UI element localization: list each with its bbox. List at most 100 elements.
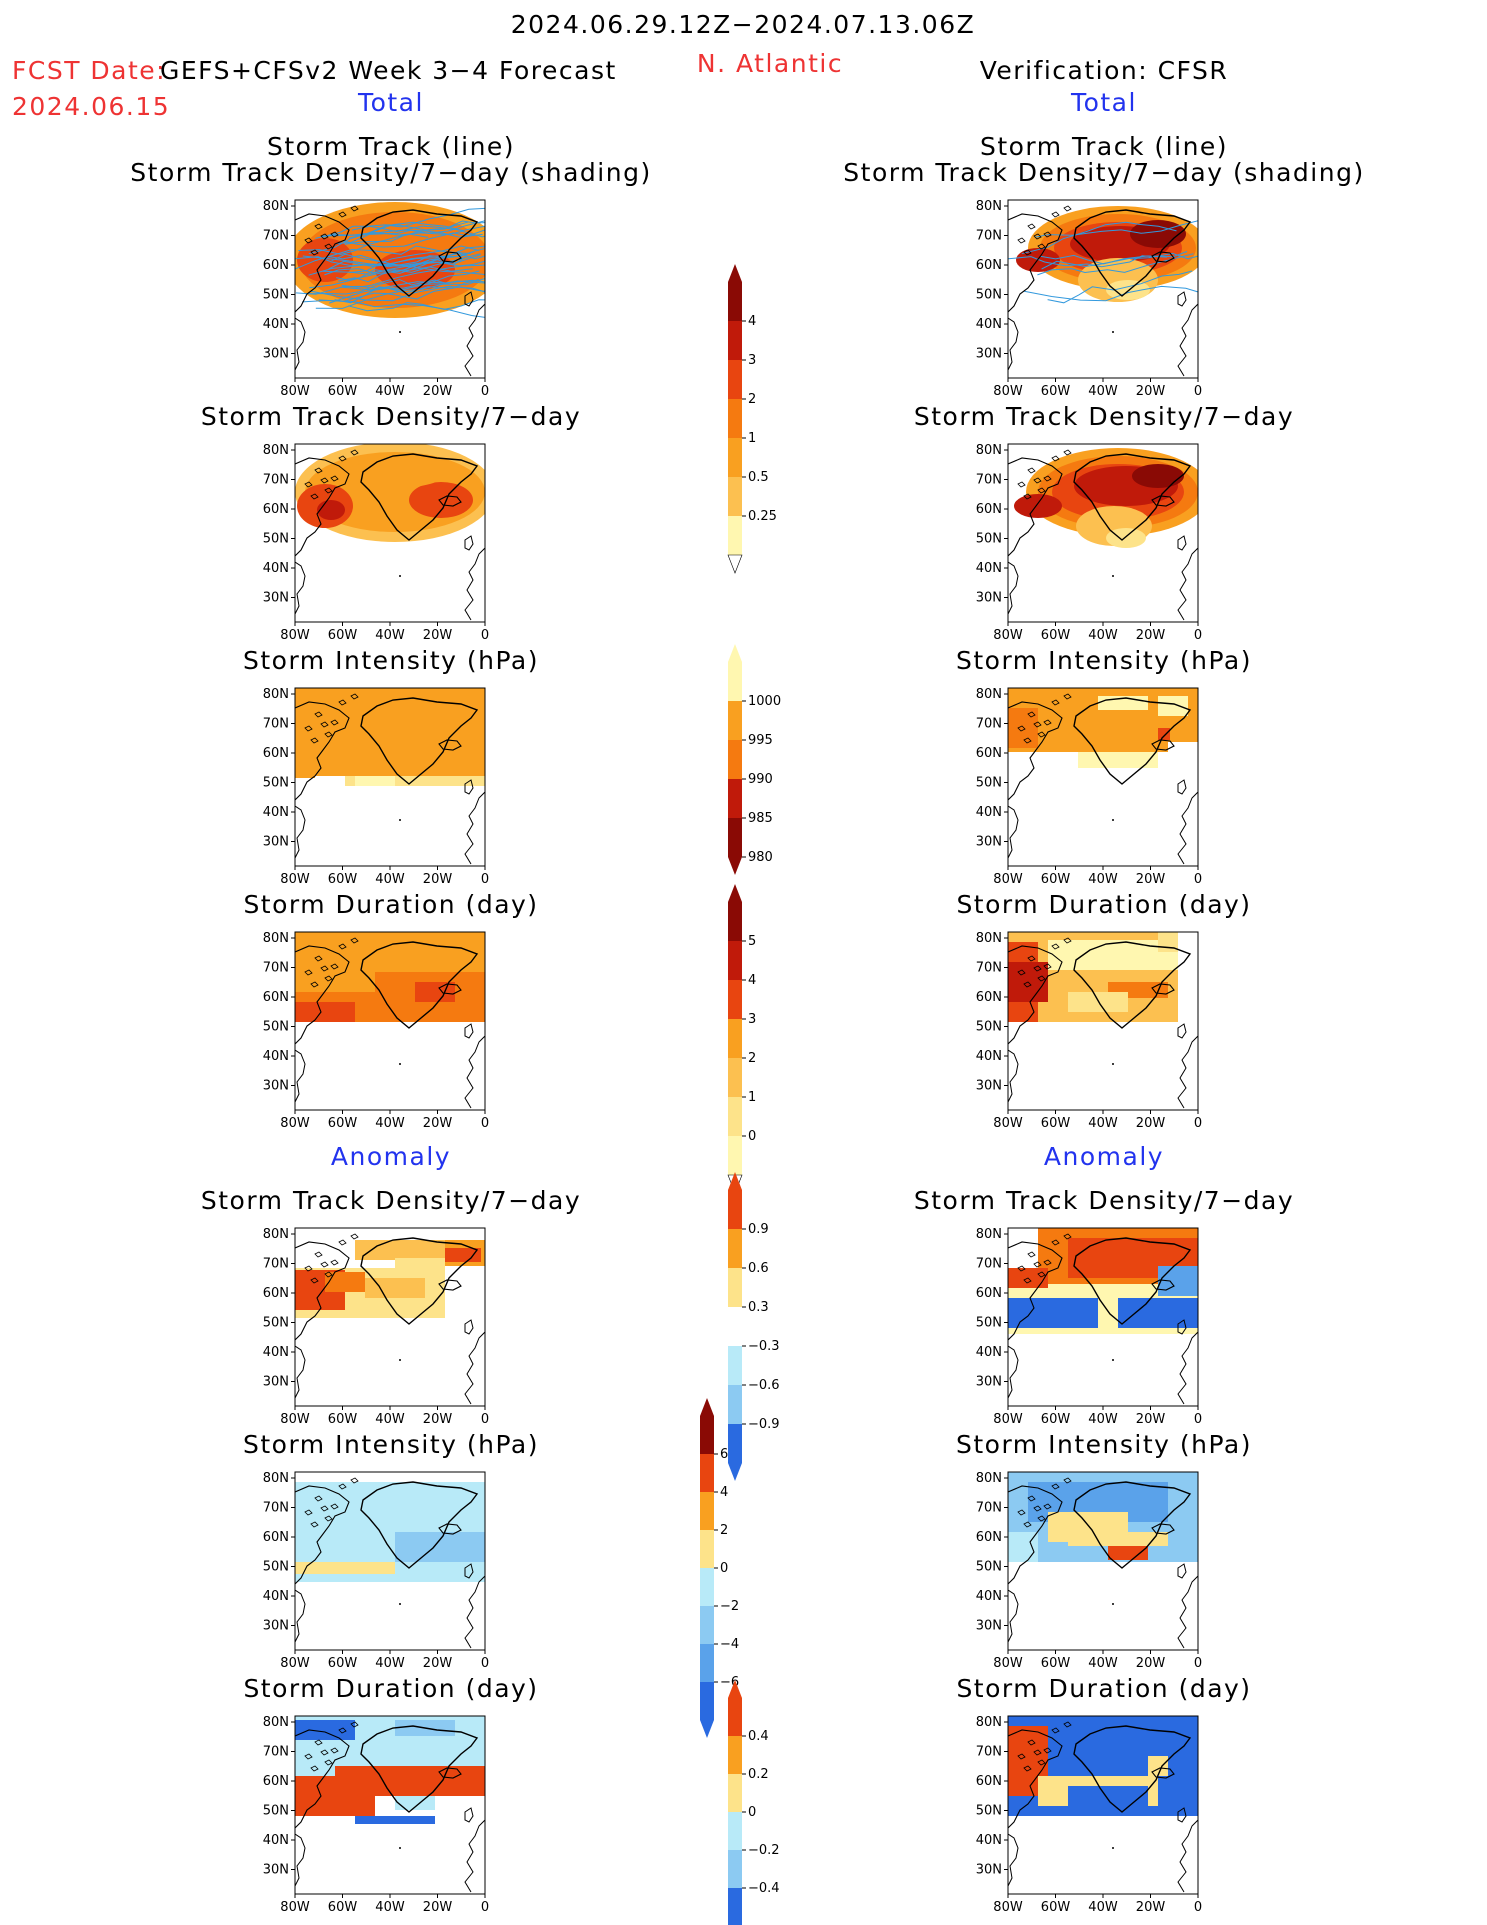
island-outline bbox=[310, 981, 319, 988]
island-outline bbox=[1043, 1747, 1052, 1754]
lat-tick-label: 40N bbox=[263, 1589, 289, 1604]
panel-title: Storm Track Density/7−day (shading) bbox=[130, 158, 652, 187]
island-outline bbox=[314, 467, 323, 474]
lat-tick-label: 30N bbox=[976, 835, 1002, 850]
island-outline bbox=[1027, 467, 1036, 474]
colorbar-tick-label: −0.9 bbox=[748, 1417, 780, 1432]
map-cfsr-density-total: 80N 70N 60N 50N 40N 30N 80W 60W 40W 20W 0 bbox=[976, 443, 1202, 643]
field-shading bbox=[1158, 1266, 1198, 1296]
uk-coastline bbox=[464, 779, 474, 795]
island-outline bbox=[1037, 243, 1046, 250]
field-layer bbox=[1008, 1228, 1198, 1405]
field-shading bbox=[1014, 494, 1062, 518]
lat-tick-label: 60N bbox=[976, 990, 1002, 1005]
lon-tick-label: 20W bbox=[423, 1900, 453, 1915]
field-shading bbox=[335, 932, 415, 952]
island-outline bbox=[1043, 1503, 1052, 1510]
greenland-coastline bbox=[360, 209, 479, 297]
panel-title: Storm Track (line) bbox=[979, 132, 1229, 161]
lat-tick-label: 60N bbox=[976, 502, 1002, 517]
field-layer bbox=[295, 202, 485, 377]
lon-tick-label: 0 bbox=[481, 1412, 489, 1427]
island-outline bbox=[1051, 943, 1060, 950]
lat-tick-label: 80N bbox=[976, 1715, 1002, 1730]
lon-tick-label: 40W bbox=[375, 872, 405, 887]
colorbar-tick-label: 990 bbox=[748, 772, 773, 787]
lat-tick-label: 40N bbox=[976, 1345, 1002, 1360]
lon-tick-label: 60W bbox=[328, 1900, 358, 1915]
uk-coastline bbox=[1177, 1807, 1187, 1823]
island-outline bbox=[1063, 693, 1072, 700]
europe-coastline bbox=[1177, 303, 1198, 377]
lat-tick-label: 60N bbox=[976, 746, 1002, 761]
island-outline bbox=[1051, 1727, 1060, 1734]
field-shading bbox=[365, 1278, 425, 1298]
colorbar-segment bbox=[728, 1229, 742, 1268]
island-outline bbox=[1037, 731, 1046, 738]
greenland-coastline bbox=[1073, 1481, 1192, 1569]
lat-tick-label: 60N bbox=[263, 258, 289, 273]
island-outline bbox=[304, 969, 313, 976]
lat-tick-label: 40N bbox=[976, 561, 1002, 576]
storm-track-line bbox=[315, 277, 485, 309]
section-total-left: Total bbox=[358, 88, 424, 117]
lat-tick-label: 30N bbox=[976, 347, 1002, 362]
colorbar-tick-label: 3 bbox=[748, 353, 756, 368]
colorbar-segment bbox=[728, 1307, 742, 1346]
island-outline bbox=[310, 249, 319, 256]
island-outline bbox=[314, 711, 323, 718]
lat-tick-label: 60N bbox=[263, 1774, 289, 1789]
lon-tick-label: 0 bbox=[481, 1656, 489, 1671]
island-outline bbox=[310, 1277, 319, 1284]
panel-title: Storm Duration (day) bbox=[956, 1674, 1252, 1703]
lat-tick-label: 70N bbox=[976, 473, 1002, 488]
island-outline bbox=[338, 1483, 347, 1490]
storm-track-line bbox=[349, 263, 485, 275]
azores-marker bbox=[1112, 1359, 1114, 1361]
panel-title: Storm Duration (day) bbox=[956, 890, 1252, 919]
colorbar-segment bbox=[728, 1774, 742, 1812]
map-cfsr-density-anomaly: 80N 70N 60N 50N 40N 30N 80W 60W 40W 20W 0 bbox=[976, 1227, 1202, 1427]
island-outline bbox=[350, 1477, 359, 1484]
greenland-coastline bbox=[360, 1481, 479, 1569]
island-outline bbox=[304, 1753, 313, 1760]
lon-tick-label: 40W bbox=[375, 1656, 405, 1671]
colorbar-segment bbox=[728, 1136, 742, 1175]
lon-tick-label: 20W bbox=[423, 1412, 453, 1427]
island-outline bbox=[1037, 1271, 1046, 1278]
us-coastline bbox=[295, 317, 306, 371]
lat-tick-label: 30N bbox=[263, 347, 289, 362]
field-shading bbox=[335, 1766, 485, 1790]
colorbar-tick-label: 0.2 bbox=[748, 1767, 769, 1782]
storm-track-line bbox=[295, 279, 485, 295]
field-layer bbox=[295, 932, 485, 1109]
colorbar-segment bbox=[728, 941, 742, 980]
island-outline bbox=[1023, 1277, 1032, 1284]
lon-tick-label: 40W bbox=[1088, 384, 1118, 399]
island-outline bbox=[314, 223, 323, 230]
lat-tick-label: 60N bbox=[263, 746, 289, 761]
lat-tick-label: 80N bbox=[263, 199, 289, 214]
storm-track-line bbox=[351, 225, 485, 233]
lat-tick-label: 80N bbox=[263, 1715, 289, 1730]
island-outline bbox=[1023, 493, 1032, 500]
island-outline bbox=[320, 1749, 329, 1756]
storm-track-line bbox=[348, 207, 485, 239]
canada-coastline bbox=[1008, 213, 1063, 313]
colorbar-segment bbox=[700, 1492, 714, 1530]
colorbar-arrow-top bbox=[728, 1680, 742, 1698]
greenland-coastline bbox=[360, 941, 479, 1029]
island-outline bbox=[338, 943, 347, 950]
europe-coastline bbox=[464, 791, 485, 865]
plot-area: 80N 70N 60N 50N 40N 30N 80W 60W 40W 20W 0 bbox=[263, 687, 489, 887]
storm-track-line bbox=[337, 266, 473, 283]
fcst-date-label: FCST Date: bbox=[12, 56, 167, 85]
iceland-coastline bbox=[438, 1279, 462, 1291]
island-outline bbox=[1033, 1261, 1042, 1268]
storm-track-line bbox=[1034, 220, 1198, 238]
lon-tick-label: 80W bbox=[280, 384, 310, 399]
field-shading bbox=[1130, 220, 1186, 248]
lat-tick-label: 60N bbox=[976, 1774, 1002, 1789]
lon-tick-label: 0 bbox=[1194, 1656, 1202, 1671]
field-shading bbox=[1158, 728, 1170, 740]
